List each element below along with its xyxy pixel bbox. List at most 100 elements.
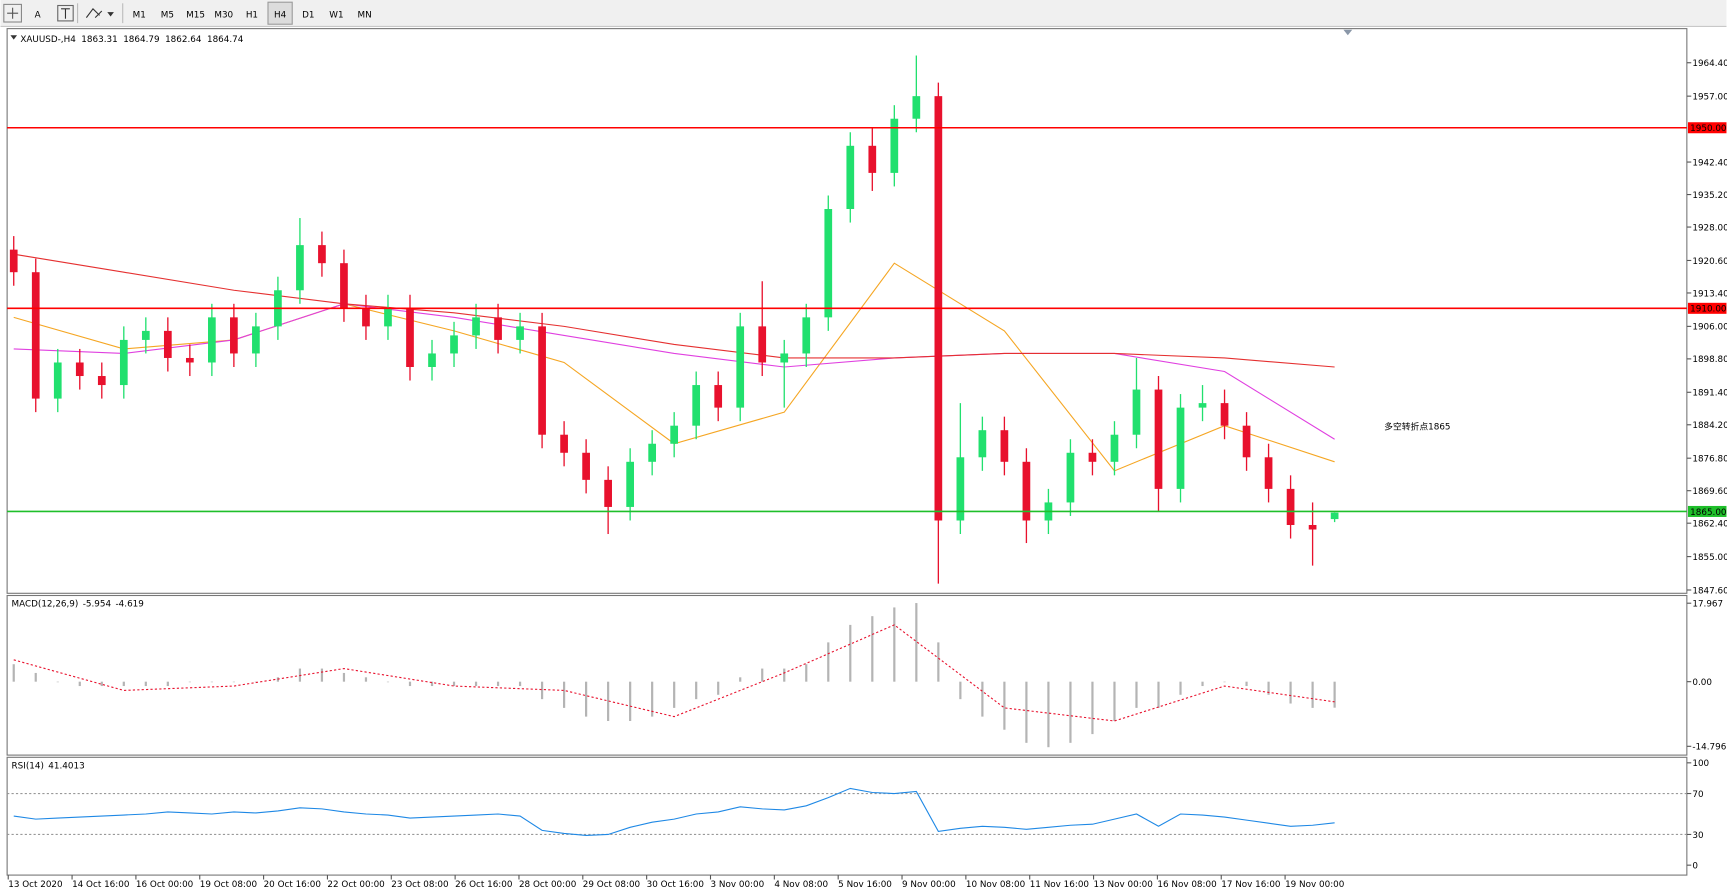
- candle-body: [1220, 403, 1229, 426]
- signal-value: -4.619: [116, 600, 144, 610]
- toolbar-icons: [3, 3, 124, 24]
- candle-body: [1308, 524, 1317, 530]
- candle-body: [53, 362, 62, 399]
- ohlc-value: 1863.31: [81, 35, 117, 45]
- macd-histogram-bar: [937, 642, 940, 682]
- x-tick-label: 22 Oct 00:00: [327, 880, 385, 890]
- macd-histogram-bar: [783, 668, 786, 682]
- chart-shift-marker: [1343, 29, 1353, 36]
- macd-histogram-bar: [739, 677, 742, 682]
- candle-body: [119, 339, 128, 386]
- macd-histogram-bar: [430, 681, 434, 687]
- text-label-tool[interactable]: [57, 4, 74, 22]
- macd-histogram-bar: [1223, 681, 1226, 683]
- candle-body: [472, 317, 480, 336]
- candle-body: [1330, 512, 1339, 520]
- timeframe-button[interactable]: D1: [302, 11, 314, 21]
- macd-histogram-bar: [629, 681, 632, 721]
- timeframe-button[interactable]: W1: [329, 11, 343, 21]
- candle-body: [31, 272, 40, 399]
- macd-histogram-bar: [585, 681, 588, 717]
- macd-value: -5.954: [83, 600, 112, 610]
- y-tick-label: 17.967: [1692, 600, 1723, 610]
- macd-histogram-bar: [364, 677, 368, 682]
- macd-histogram-bar: [474, 681, 478, 687]
- macd-histogram-bar: [408, 681, 412, 687]
- candle-body: [1264, 457, 1273, 489]
- macd-histogram-bar: [12, 664, 15, 682]
- candle-body: [1110, 434, 1119, 462]
- candle-body: [538, 326, 546, 435]
- macd-histogram-bar: [56, 681, 59, 683]
- x-tick-label: 17 Nov 16:00: [1221, 880, 1281, 890]
- candle-body: [1154, 389, 1163, 489]
- level-price-tag: [1687, 505, 1727, 517]
- indicator-name: MACD(12,26,9): [12, 600, 79, 610]
- crosshair-tool[interactable]: [3, 3, 22, 23]
- x-tick-label: 13 Nov 00:00: [1094, 880, 1154, 890]
- x-tick-label: 19 Oct 08:00: [200, 880, 258, 890]
- toolbar: [0, 0, 1727, 27]
- shapes-tool[interactable]: [85, 7, 103, 19]
- candle-body: [141, 330, 150, 340]
- candle-body: [1286, 488, 1295, 525]
- timeframe-button[interactable]: M5: [161, 11, 174, 21]
- candle-body: [780, 353, 789, 363]
- candle-body: [406, 308, 414, 368]
- candle-body: [1176, 407, 1185, 489]
- candle-body: [75, 362, 84, 377]
- y-tick-label: -14.796: [1692, 743, 1726, 753]
- candle-body: [824, 209, 833, 318]
- macd-histogram-bar: [959, 681, 962, 700]
- level-price-tag: [1687, 302, 1727, 314]
- y-tick-label: 30: [1692, 831, 1704, 841]
- timeframe-button[interactable]: H1: [246, 11, 258, 21]
- macd-histogram-bar: [166, 681, 169, 687]
- y-tick-label: 100: [1692, 759, 1709, 769]
- candle-body: [670, 425, 679, 444]
- macd-histogram-bar: [607, 681, 610, 721]
- symbol: XAUUSD-,H4: [20, 35, 76, 45]
- candle-body: [560, 434, 568, 453]
- y-tick-label: 1898.80: [1692, 355, 1727, 365]
- macd-histogram-bar: [915, 603, 918, 682]
- timeframe-button[interactable]: M1: [133, 11, 146, 21]
- level-price-label: 1910.00: [1690, 305, 1727, 315]
- candle-body: [516, 326, 524, 340]
- text-tool[interactable]: A: [35, 11, 41, 21]
- candle-body: [868, 145, 877, 173]
- candle-body: [450, 335, 458, 354]
- timeframe-button[interactable]: H4: [274, 11, 287, 21]
- y-tick-label: 70: [1692, 790, 1704, 800]
- macd-histogram-bar: [1025, 681, 1028, 743]
- timeframe-button[interactable]: M15: [186, 11, 205, 21]
- y-tick-label: 0: [1692, 861, 1698, 871]
- timeframe-button[interactable]: MN: [358, 11, 372, 21]
- macd-histogram-bar: [717, 681, 720, 695]
- candle-body: [362, 308, 370, 327]
- macd-histogram-bar: [232, 681, 235, 683]
- macd-histogram-bar: [1333, 681, 1336, 708]
- candle-body: [736, 326, 745, 408]
- candle-body: [1066, 452, 1075, 503]
- rsi-line: [13, 787, 1335, 837]
- macd-histogram-bar: [805, 664, 808, 682]
- macd-histogram-bar: [452, 681, 456, 687]
- x-tick-label: 30 Oct 16:00: [647, 880, 705, 890]
- y-tick-label: 1855.00: [1692, 553, 1727, 563]
- candle-body: [802, 317, 811, 354]
- macd-histogram-bar: [827, 642, 830, 682]
- macd-histogram-bar: [1157, 681, 1160, 708]
- macd-histogram-bar: [1003, 681, 1006, 730]
- timeframe-button[interactable]: M30: [214, 11, 233, 21]
- macd-histogram-bar: [1047, 681, 1050, 748]
- candle-body: [1132, 389, 1141, 435]
- macd-histogram-bar: [562, 681, 566, 708]
- x-tick-label: 9 Nov 00:00: [902, 880, 956, 890]
- y-tick-label: 0.00: [1692, 678, 1712, 688]
- candle-body: [384, 308, 392, 327]
- candle-body: [494, 317, 502, 340]
- candle-body: [714, 385, 723, 408]
- macd-histogram-bar: [1091, 681, 1094, 735]
